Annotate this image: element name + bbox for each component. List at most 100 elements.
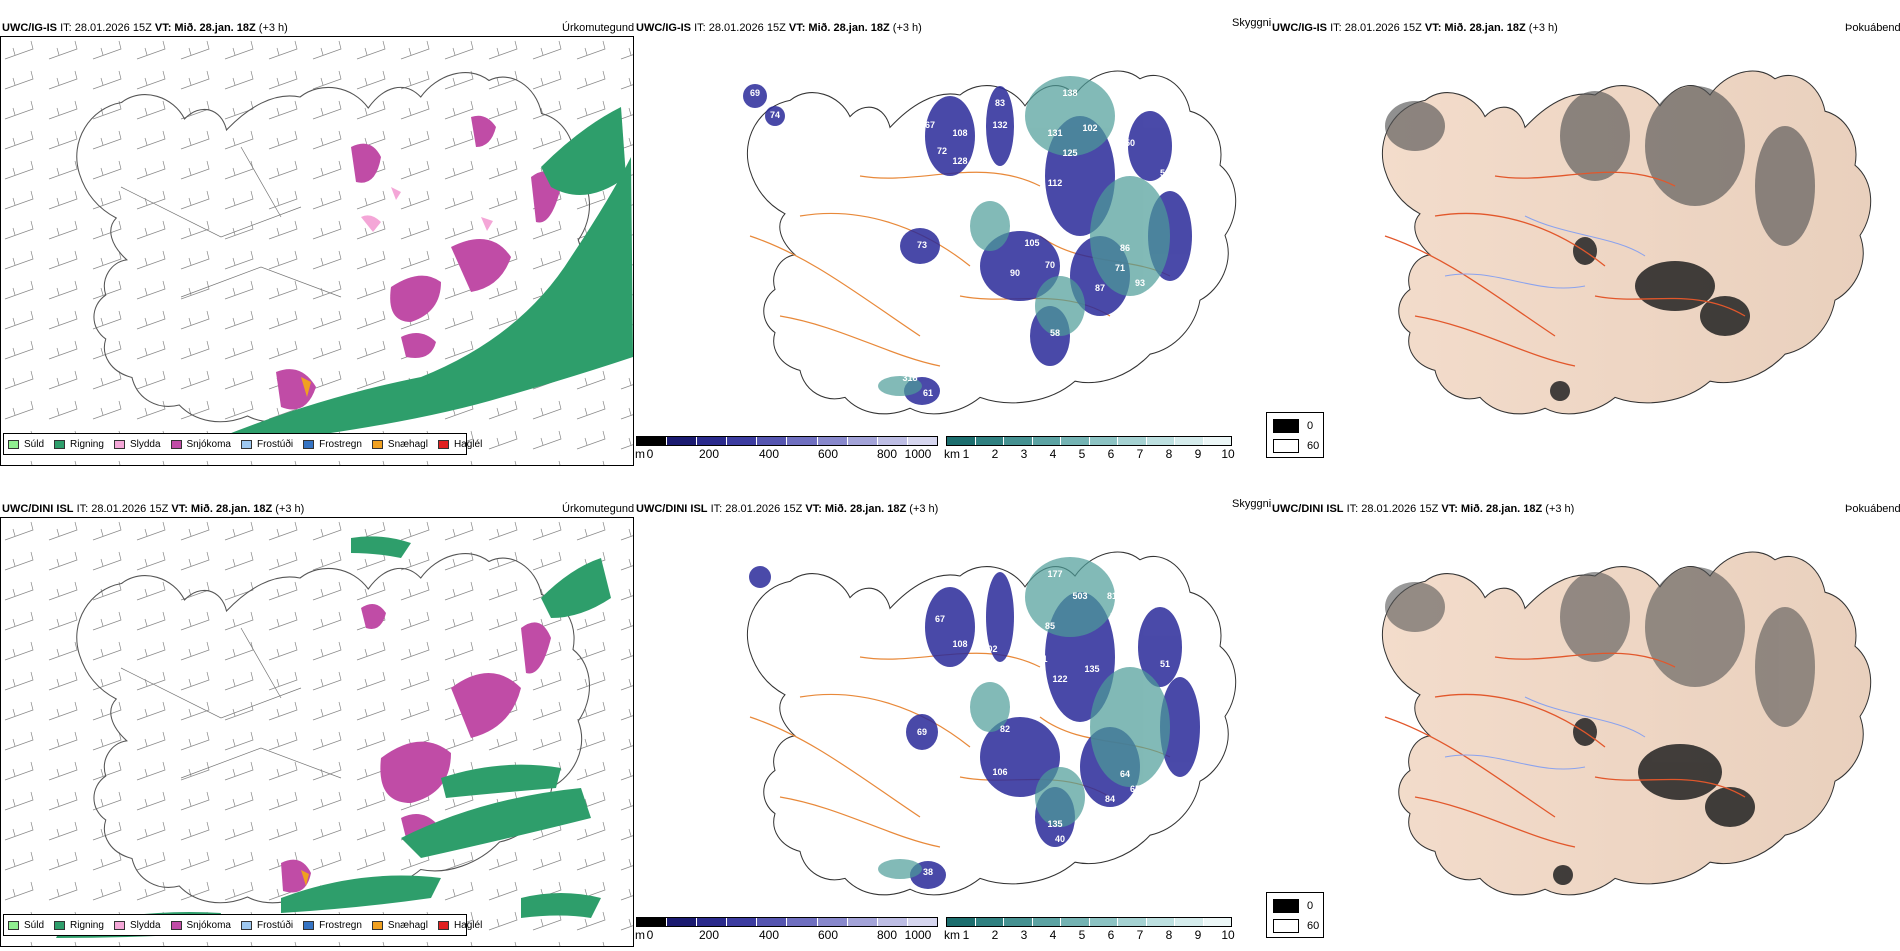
panel-type-label: Skyggni — [1232, 498, 1272, 510]
visibility-value-label: 85 — [1045, 621, 1055, 631]
colorbar-cell — [727, 437, 758, 445]
visibility-value-label: 318 — [902, 373, 917, 383]
tick-label: 400 — [758, 447, 780, 461]
visibility-value-label: 83 — [995, 98, 1005, 108]
fog-map — [1381, 70, 1872, 415]
legend-swatch — [54, 920, 66, 930]
visibility-value-label: 71 — [1015, 689, 1025, 699]
tick-label: 10 — [1221, 447, 1235, 461]
visibility-value-label: 67 — [925, 120, 935, 130]
legend-item: Súld — [8, 920, 44, 931]
cloud-key-swatch — [1273, 899, 1299, 913]
panel-type-label: Úrkomutegund — [562, 503, 635, 515]
tick-label: 200 — [698, 447, 720, 461]
colorbar-cell — [787, 437, 818, 445]
tick-label: 800 — [876, 928, 898, 942]
colorbar-cell — [1004, 437, 1033, 445]
legend-swatch — [371, 439, 383, 449]
legend-item: Rigning — [54, 439, 104, 450]
height-unit: m — [635, 447, 645, 461]
tick-label: 8 — [1165, 928, 1173, 942]
visibility-value-label: 138 — [1062, 88, 1077, 98]
visibility-value-label: 38 — [923, 867, 933, 877]
colorbar-cell — [817, 437, 848, 445]
legend-swatch — [303, 920, 315, 930]
visibility-value-label: 94 — [1035, 218, 1045, 228]
colorbar-cell — [907, 918, 937, 926]
legend-swatch — [170, 439, 182, 449]
precip-map: Súld Rigning Slydda Snjókoma Frostúði Fr… — [0, 517, 634, 947]
legend-swatch — [8, 920, 19, 930]
visibility-value-label: 122 — [1052, 674, 1067, 684]
colorbar-cell — [947, 918, 976, 926]
legend-item: Frostúði — [240, 920, 293, 931]
colorbar-cell — [727, 918, 758, 926]
visibility-value-label: 82 — [1000, 724, 1010, 734]
legend-swatch — [371, 920, 383, 930]
visibility-value-label: 74 — [770, 110, 780, 120]
height-colorbar-2 — [636, 917, 938, 927]
legend-swatch — [240, 439, 252, 449]
cloud-key-swatch — [1273, 439, 1299, 453]
legend-item: Frostúði — [240, 439, 293, 450]
visibility-value-label: 503 — [1072, 591, 1087, 601]
visibility-value-label: 40 — [1055, 834, 1065, 844]
tick-label: 1 — [962, 928, 970, 942]
height-ticks: 0 200 400 600 800 1000 — [646, 928, 932, 942]
tick-label: 600 — [817, 447, 839, 461]
cloud-key-label: 0 — [1307, 420, 1314, 432]
colorbar-cell — [1203, 918, 1231, 926]
colorbar-cell — [1004, 918, 1033, 926]
panel-title: UWC/DINI ISL IT: 28.01.2026 15Z VT: Mið.… — [2, 503, 305, 515]
visibility-value-label: 73 — [917, 240, 927, 250]
tick-label: 600 — [817, 928, 839, 942]
visibility-map: 69 74 67 72 108 128 83 132 138 131 102 125 50 112 54 79… — [743, 70, 1237, 415]
colorbar-cell — [1146, 437, 1175, 445]
visibility-value-label: 61 — [923, 388, 933, 398]
panel-title: UWC/IG-IS IT: 28.01.2026 15Z VT: Mið. 28… — [1272, 22, 1558, 34]
visibility-value-label: 87 — [1095, 283, 1105, 293]
visibility-value-label: 132 — [992, 120, 1007, 130]
visibility-value-label: 50 — [1125, 138, 1135, 148]
visibility-value-label: 81 — [1107, 591, 1117, 601]
colorbar-cell — [757, 437, 788, 445]
legend-item: Snjókoma — [170, 439, 231, 450]
legend-item: Rigning — [54, 920, 104, 931]
colorbar-cell — [1175, 918, 1204, 926]
visibility-value-label: 90 — [1010, 268, 1020, 278]
precip-legend: Súld Rigning Slydda Snjókoma Frostúði Fr… — [3, 433, 482, 455]
legend-item: Súld — [8, 439, 44, 450]
tick-label: 6 — [1107, 447, 1115, 461]
legend-item: Snæhagl — [371, 920, 428, 931]
colorbar-cell — [667, 437, 698, 445]
legend-item: Snæhagl — [371, 439, 428, 450]
tick-label: 7 — [1136, 447, 1144, 461]
tick-label: 9 — [1194, 447, 1202, 461]
visibility-colorbar-2 — [946, 917, 1232, 927]
panel-title: UWC/DINI ISL IT: 28.01.2026 15Z VT: Mið.… — [1272, 503, 1575, 515]
tick-label: 4 — [1049, 447, 1057, 461]
height-ticks: 0 200 400 600 800 1000 — [647, 447, 932, 461]
visibility-value-label: 58 — [1050, 328, 1060, 338]
tick-label: 0 — [646, 928, 654, 942]
cloud-key-label: 0 — [1307, 900, 1314, 912]
visibility-value-label: 69 — [917, 727, 927, 737]
colorbar-cell — [947, 437, 976, 445]
visibility-value-label: 102 — [1082, 123, 1097, 133]
precip-legend: Súld Rigning Slydda Snjókoma Frostúði Fr… — [3, 914, 482, 936]
tick-label: 1000 — [904, 928, 932, 942]
colorbar-cell — [847, 918, 878, 926]
legend-swatch — [113, 439, 125, 449]
visibility-value-label: 105 — [1024, 238, 1039, 248]
colorbar-cell — [907, 437, 937, 445]
colorbar-cell — [1146, 918, 1175, 926]
tick-label: 8 — [1165, 447, 1173, 461]
tick-label: 200 — [698, 928, 720, 942]
panel-type-label: Úrkomutegund — [562, 22, 635, 34]
tick-label: 5 — [1078, 928, 1086, 942]
legend-item: Slydda — [113, 439, 161, 450]
panel-type-label: Þokuábendi — [1845, 503, 1900, 515]
cloud-key-label: 60 — [1307, 920, 1320, 932]
tick-label: 10 — [1221, 928, 1235, 942]
panel-title: UWC/DINI ISL IT: 28.01.2026 15Z VT: Mið.… — [636, 503, 939, 515]
